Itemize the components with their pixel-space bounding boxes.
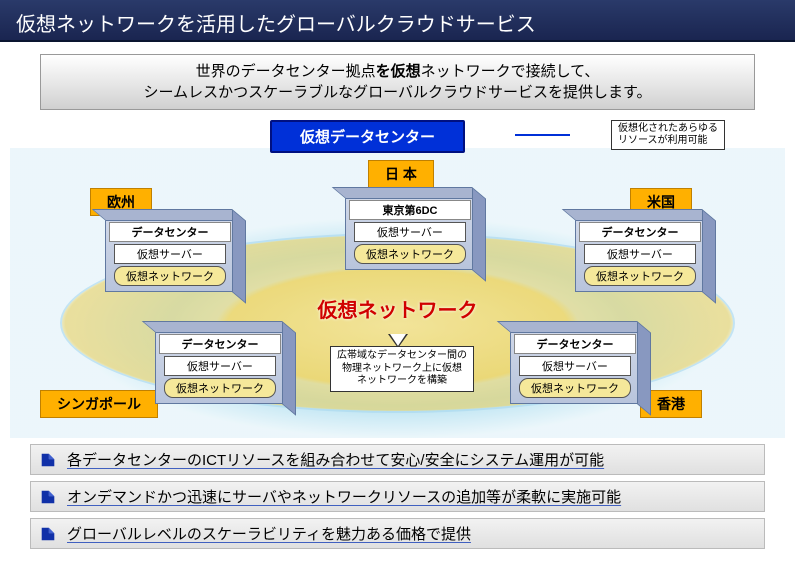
region-tag-singapore: シンガポール (40, 390, 158, 418)
dc-3d-shape: 東京第6DC 仮想サーバー 仮想ネットワーク (345, 196, 475, 270)
callout-l3: ネットワークを構築 (337, 375, 467, 388)
dc-title: データセンター (579, 222, 701, 242)
callout-l1: 広帯域なデータセンター間の (337, 350, 467, 363)
dc-3d-shape: データセンター 仮想サーバー 仮想ネットワーク (510, 330, 640, 404)
vdc-banner: 仮想データセンター (270, 120, 465, 153)
dc-3d-shape: データセンター 仮想サーバー 仮想ネットワーク (155, 330, 285, 404)
dc-vserver: 仮想サーバー (164, 356, 276, 376)
bullet-text: 各データセンターのICTリソースを組み合わせて安心/安全にシステム運用が可能 (67, 449, 604, 470)
dc-box-singapore: データセンター 仮想サーバー 仮想ネットワーク (155, 330, 285, 404)
dc-title: 東京第6DC (349, 200, 471, 220)
bullet-list: 各データセンターのICTリソースを組み合わせて安心/安全にシステム運用が可能 オ… (30, 444, 765, 549)
center-network-label: 仮想ネットワーク (318, 294, 478, 323)
dc-box-hongkong: データセンター 仮想サーバー 仮想ネットワーク (510, 330, 640, 404)
subtitle-l1-pre: 世界のデータセンター拠点 (196, 63, 376, 80)
callout-l2: 物理ネットワーク上に仮想 (337, 363, 467, 376)
title-bar: 仮想ネットワークを活用したグローバルクラウドサービス (0, 0, 795, 42)
dc-vserver: 仮想サーバー (584, 244, 696, 264)
dc-vserver: 仮想サーバー (519, 356, 631, 376)
dc-vserver: 仮想サーバー (354, 222, 466, 242)
dc-vnet: 仮想ネットワーク (164, 378, 276, 398)
dc-title: データセンター (159, 334, 281, 354)
dc-title: データセンター (109, 222, 231, 242)
page-title: 仮想ネットワークを活用したグローバルクラウドサービス (16, 14, 536, 36)
bullet-item: グローバルレベルのスケーラビリティを魅力ある価格で提供 (30, 518, 765, 549)
vdc-note-l1: 仮想化されたあらゆる (618, 123, 718, 135)
region-tag-japan: 日 本 (368, 160, 434, 188)
dc-vnet: 仮想ネットワーク (354, 244, 466, 264)
subtitle-box: 世界のデータセンター拠点を仮想ネットワークで接続して、 シームレスかつスケーラブ… (40, 54, 755, 110)
network-callout: 広帯域なデータセンター間の 物理ネットワーク上に仮想 ネットワークを構築 (330, 346, 474, 392)
subtitle-l1-post: ネットワークで接続して、 (421, 63, 600, 80)
subtitle-line2: シームレスかつスケーラブルなグローバルクラウドサービスを提供します。 (53, 82, 742, 103)
dc-vnet: 仮想ネットワーク (519, 378, 631, 398)
dc-title: データセンター (514, 334, 636, 354)
bullet-icon (39, 488, 57, 506)
dc-box-us: データセンター 仮想サーバー 仮想ネットワーク (575, 218, 705, 292)
network-diagram: 仮想データセンター 仮想化されたあらゆる リソースが利用可能 仮想ネットワーク … (10, 118, 785, 438)
vdc-note: 仮想化されたあらゆる リソースが利用可能 (611, 120, 725, 150)
subtitle-l1-em: を仮想 (376, 63, 421, 80)
subtitle-line1: 世界のデータセンター拠点を仮想ネットワークで接続して、 (53, 61, 742, 82)
bullet-icon (39, 451, 57, 469)
dc-3d-shape: データセンター 仮想サーバー 仮想ネットワーク (105, 218, 235, 292)
bullet-text: オンデマンドかつ迅速にサーバやネットワークリソースの追加等が柔軟に実施可能 (67, 486, 621, 507)
bullet-text: グローバルレベルのスケーラビリティを魅力ある価格で提供 (67, 523, 471, 544)
dc-3d-shape: データセンター 仮想サーバー 仮想ネットワーク (575, 218, 705, 292)
dc-vserver: 仮想サーバー (114, 244, 226, 264)
dc-vnet: 仮想ネットワーク (114, 266, 226, 286)
vdc-note-l2: リソースが利用可能 (618, 135, 718, 147)
bullet-icon (39, 525, 57, 543)
bullet-item: 各データセンターのICTリソースを組み合わせて安心/安全にシステム運用が可能 (30, 444, 765, 475)
dc-vnet: 仮想ネットワーク (584, 266, 696, 286)
dc-box-europe: データセンター 仮想サーバー 仮想ネットワーク (105, 218, 235, 292)
dc-box-japan: 東京第6DC 仮想サーバー 仮想ネットワーク (345, 196, 475, 270)
bullet-item: オンデマンドかつ迅速にサーバやネットワークリソースの追加等が柔軟に実施可能 (30, 481, 765, 512)
vdc-connector-line (515, 134, 570, 136)
